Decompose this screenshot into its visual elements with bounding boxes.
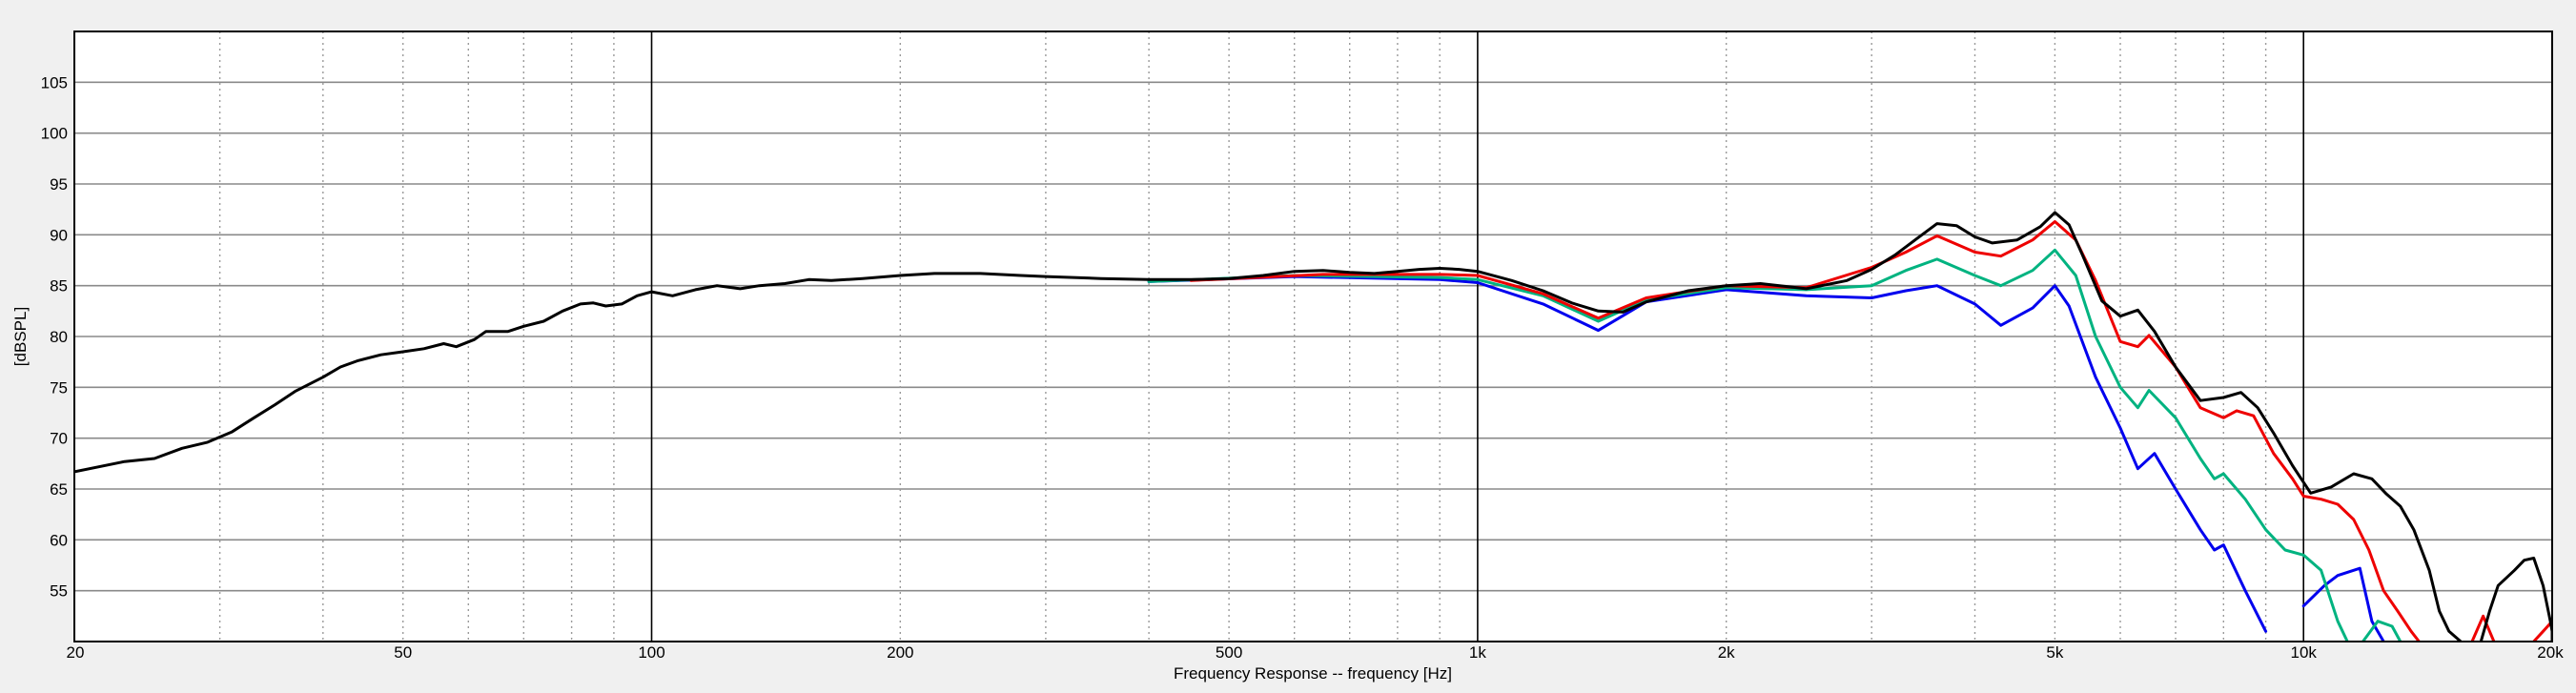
y-tick-label: 65	[50, 480, 68, 499]
series-line-7	[2532, 620, 2552, 642]
y-axis-title: [dBSPL]	[11, 307, 30, 366]
x-axis-title: Frequency Response -- frequency [Hz]	[1174, 664, 1452, 683]
x-tick-label: 20	[67, 643, 85, 662]
y-tick-label: 90	[50, 226, 68, 244]
data-series	[74, 211, 2552, 642]
x-tick-label: 100	[638, 643, 664, 662]
x-tick-label: 1k	[1469, 643, 1486, 662]
series-line-5	[1189, 220, 2421, 642]
y-tick-label: 95	[50, 175, 68, 194]
y-tick-label: 75	[50, 378, 68, 397]
x-tick-label: 50	[394, 643, 412, 662]
series-line-1	[1147, 275, 2268, 633]
y-tick-label: 105	[41, 73, 68, 92]
x-tick-label: 500	[1216, 643, 1242, 662]
y-tick-labels: 55 60 65 70 75 80 85 90 95 100 105	[41, 73, 68, 600]
y-tick-label: 80	[50, 328, 68, 346]
y-tick-label: 60	[50, 531, 68, 549]
series-line-3	[1147, 248, 2349, 642]
y-tick-label: 100	[41, 125, 68, 143]
x-tick-label: 20k	[2537, 643, 2564, 662]
series-line-8	[74, 211, 2463, 642]
plot-border	[73, 31, 2553, 642]
series-line-9	[2479, 557, 2552, 642]
x-tick-label: 2k	[1718, 643, 1735, 662]
gridlines	[74, 31, 2552, 642]
series-line-4	[2361, 620, 2402, 642]
x-tick-label: 5k	[2046, 643, 2063, 662]
x-tick-label: 200	[887, 643, 913, 662]
x-tick-label: 10k	[2290, 643, 2317, 662]
y-tick-label: 55	[50, 582, 68, 601]
y-tick-label: 70	[50, 430, 68, 448]
x-tick-labels: 20 50 100 200 500 1k 2k 5k 10k 20k	[67, 643, 2565, 662]
y-tick-label: 85	[50, 277, 68, 296]
